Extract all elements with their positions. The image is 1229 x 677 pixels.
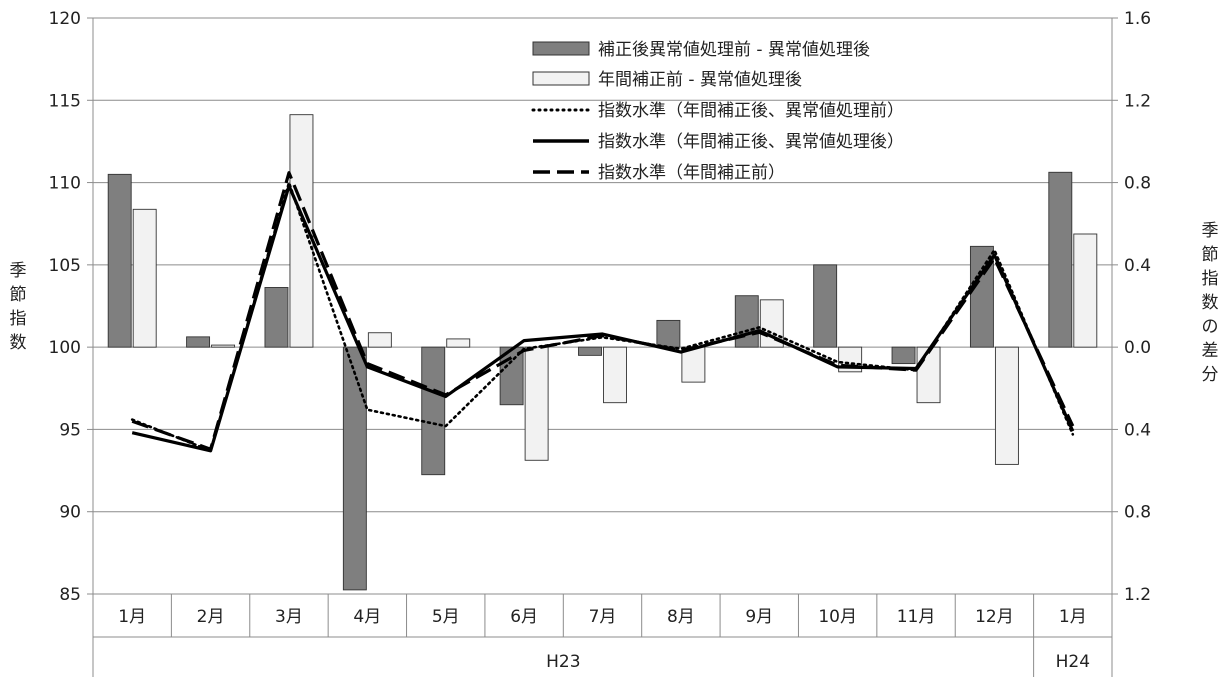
legend-swatch-bar <box>532 41 590 56</box>
right-axis-title-char: 差 <box>1202 341 1219 361</box>
bar-adjusted-minus-outlier <box>421 346 446 476</box>
axes-group: 85 1.2 90 0.8 95 0.4 100 0.0 105 0.4 110 0.8 115 1.2 1… <box>10 9 1219 677</box>
left-axis-tick-label: 95 <box>59 420 81 440</box>
left-axis-tick-label: 90 <box>59 503 81 523</box>
category-label: 3月 <box>275 607 303 627</box>
bar-unadjusted-minus-outlier <box>916 346 941 404</box>
legend-label: 年間補正前 - 異常値処理後 <box>598 70 802 90</box>
right-axis-title-char: 指 <box>1202 269 1219 289</box>
category-label: 12月 <box>975 607 1014 627</box>
left-axis-tick-label: 100 <box>49 338 81 358</box>
left-axis-title-char: 指 <box>10 309 27 329</box>
right-axis-tick-label: 0.8 <box>1124 503 1151 523</box>
line-series-group <box>130 171 1075 453</box>
bar-adjusted-minus-outlier <box>186 336 211 348</box>
bar-unadjusted-minus-outlier <box>211 344 236 348</box>
right-axis-tick-label: 0.8 <box>1124 174 1151 194</box>
bar-unadjusted-minus-outlier <box>132 208 157 348</box>
right-axis-title-char: 分 <box>1202 365 1219 385</box>
bar-unadjusted-minus-outlier <box>603 346 627 404</box>
left-axis-tick-label: 110 <box>49 174 81 194</box>
category-label: 2月 <box>197 607 225 627</box>
bar-adjusted-minus-outlier <box>813 264 838 348</box>
bar-adjusted-minus-outlier <box>342 346 367 591</box>
category-label: 4月 <box>353 607 381 627</box>
year-group-label: H23 <box>546 652 580 672</box>
bar-adjusted-minus-outlier <box>264 287 289 348</box>
category-label: 8月 <box>667 607 695 627</box>
right-axis-tick-label: 0.4 <box>1124 420 1151 440</box>
category-label: 1月 <box>118 607 146 627</box>
right-axis-tick-label: 1.6 <box>1124 9 1151 29</box>
left-axis-tick-label: 115 <box>49 91 81 111</box>
bar-adjusted-minus-outlier <box>656 319 681 348</box>
bar-adjusted-minus-outlier <box>578 346 602 356</box>
left-axis-tick-label: 120 <box>49 9 81 29</box>
bar-unadjusted-minus-outlier <box>367 332 392 348</box>
legend-label: 補正後異常値処理前 - 異常値処理後 <box>598 40 870 60</box>
bar-adjusted-minus-outlier <box>891 346 916 365</box>
year-group-label: H24 <box>1056 652 1090 672</box>
bar-adjusted-minus-outlier <box>969 245 994 348</box>
bar-adjusted-minus-outlier <box>107 173 132 348</box>
bar-adjusted-minus-outlier <box>734 295 759 348</box>
bar-adjusted-minus-outlier <box>1048 171 1073 348</box>
right-axis-title-char: 数 <box>1202 293 1219 313</box>
legend-label: 指数水準（年間補正前） <box>598 163 785 183</box>
left-axis-title-char: 節 <box>10 285 27 305</box>
right-axis-tick-label: 1.2 <box>1124 585 1151 605</box>
left-axis-title-char: 季 <box>10 261 27 281</box>
category-label: 6月 <box>510 607 538 627</box>
right-axis-title-char: の <box>1202 317 1219 337</box>
right-axis-title-char: 季 <box>1202 221 1219 241</box>
legend-label: 指数水準（年間補正後、異常値処理前） <box>598 101 904 121</box>
legend-swatch-bar <box>532 71 590 86</box>
bar-unadjusted-minus-outlier <box>524 346 549 461</box>
bar-unadjusted-minus-outlier <box>446 338 471 348</box>
line-series-dashed <box>131 171 1075 451</box>
left-axis-tick-label: 105 <box>49 256 81 276</box>
category-label: 7月 <box>589 607 617 627</box>
right-axis-title-char: 節 <box>1202 245 1219 265</box>
category-label: 10月 <box>818 607 857 627</box>
legend-label: 指数水準（年間補正後、異常値処理後） <box>598 132 904 152</box>
category-label: 9月 <box>745 607 773 627</box>
left-axis-tick-label: 85 <box>59 585 81 605</box>
bar-unadjusted-minus-outlier <box>1073 233 1098 348</box>
left-axis-title-char: 数 <box>10 333 27 353</box>
category-label: 1月 <box>1059 607 1087 627</box>
right-axis-tick-label: 0.0 <box>1124 338 1151 358</box>
category-label: 11月 <box>897 607 936 627</box>
right-axis-tick-label: 1.2 <box>1124 91 1151 111</box>
bar-series-group <box>107 114 1098 591</box>
right-axis-tick-label: 0.4 <box>1124 256 1151 276</box>
category-label: 5月 <box>432 607 460 627</box>
bar-unadjusted-minus-outlier <box>994 346 1019 465</box>
